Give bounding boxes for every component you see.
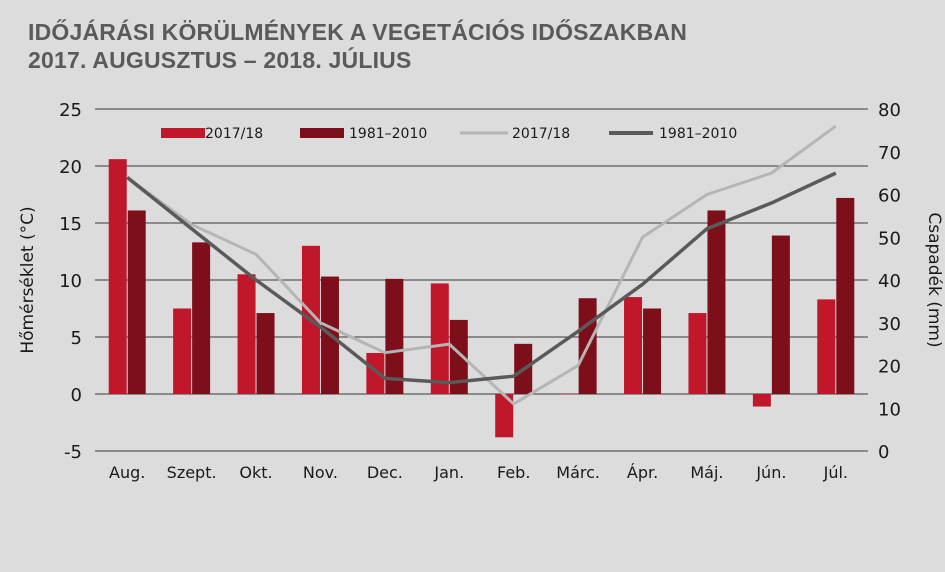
right-tick-label: 50 [878, 228, 901, 249]
category-label: Okt. [239, 463, 272, 482]
right-tick-label: 40 [878, 271, 901, 292]
bar-1981-2010-2 [256, 313, 275, 394]
right-tick-label: 10 [878, 399, 901, 420]
bar-2017-18-1 [173, 308, 192, 394]
bar-2017-18-6 [495, 394, 514, 438]
right-tick-label: 30 [878, 314, 901, 335]
right-tick-label: 80 [878, 100, 901, 121]
bar-1981-2010-8 [643, 308, 662, 394]
right-tick-label: 70 [878, 143, 901, 164]
bar-1981-2010-0 [127, 210, 146, 394]
category-label: Júl. [823, 463, 848, 482]
bar-2017-18-4 [366, 352, 385, 394]
legend-swatch-bar-1981-2010 [300, 128, 344, 138]
right-tick-label: 20 [878, 357, 901, 378]
legend-label-bar-2017-18: 2017/18 [205, 126, 263, 142]
category-label: Aug. [109, 463, 145, 482]
bar-1981-2010-9 [707, 210, 726, 394]
category-label: Márc. [556, 463, 600, 482]
category-label: Feb. [497, 463, 530, 482]
bar-2017-18-9 [688, 313, 707, 394]
left-tick-label: 20 [59, 157, 82, 178]
line-series-2017-18 [126, 124, 837, 406]
bar-2017-18-2 [237, 274, 256, 394]
title-line-2: 2017. AUGUSZTUS – 2018. JÚLIUS [28, 47, 412, 73]
category-label: Szept. [167, 463, 217, 482]
category-label: Jan. [433, 463, 464, 482]
category-label: Máj. [690, 463, 723, 482]
y-axis-title-right: Csapadék (mm) [924, 212, 944, 347]
bar-2017-18-5 [430, 283, 449, 394]
left-tick-label: 25 [59, 100, 82, 121]
left-tick-label: 0 [71, 385, 82, 406]
legend-label-line-2017-18: 2017/18 [512, 126, 570, 142]
right-tick-label: 60 [878, 186, 901, 207]
bar-2017-18-11 [817, 299, 836, 394]
bar-2017-18-7 [559, 394, 578, 395]
legend-label-line-1981-2010: 1981–2010 [659, 126, 737, 142]
legend-swatch-bar-2017-18 [161, 128, 205, 138]
category-label: Dec. [367, 463, 403, 482]
title-line-1: IDŐJÁRÁSI KÖRÜLMÉNYEK A VEGETÁCIÓS IDŐSZ… [28, 19, 688, 45]
category-label: Nov. [303, 463, 338, 482]
right-tick-label: 0 [878, 442, 889, 463]
chart-title: IDŐJÁRÁSI KÖRÜLMÉNYEK A VEGETÁCIÓS IDŐSZ… [28, 18, 687, 74]
category-label: Ápr. [627, 463, 658, 482]
bar-2017-18-0 [108, 159, 127, 394]
left-tick-label: 15 [59, 214, 82, 235]
bar-1981-2010-4 [385, 278, 404, 394]
legend-label-bar-1981-2010: 1981–2010 [349, 126, 427, 142]
bar-2017-18-10 [752, 394, 771, 407]
bar-1981-2010-11 [836, 197, 855, 394]
line-series-1981-2010 [126, 171, 837, 385]
left-tick-label: 5 [71, 328, 82, 349]
y-axis-title-left: Hőmérséklet (°C) [18, 206, 38, 353]
bar-1981-2010-1 [192, 242, 211, 394]
bar-1981-2010-10 [771, 235, 790, 394]
left-tick-label: 10 [59, 271, 82, 292]
bar-2017-18-8 [624, 297, 643, 394]
category-label: Jún. [755, 463, 786, 482]
bar-1981-2010-5 [449, 319, 468, 394]
left-tick-label: -5 [64, 442, 82, 463]
